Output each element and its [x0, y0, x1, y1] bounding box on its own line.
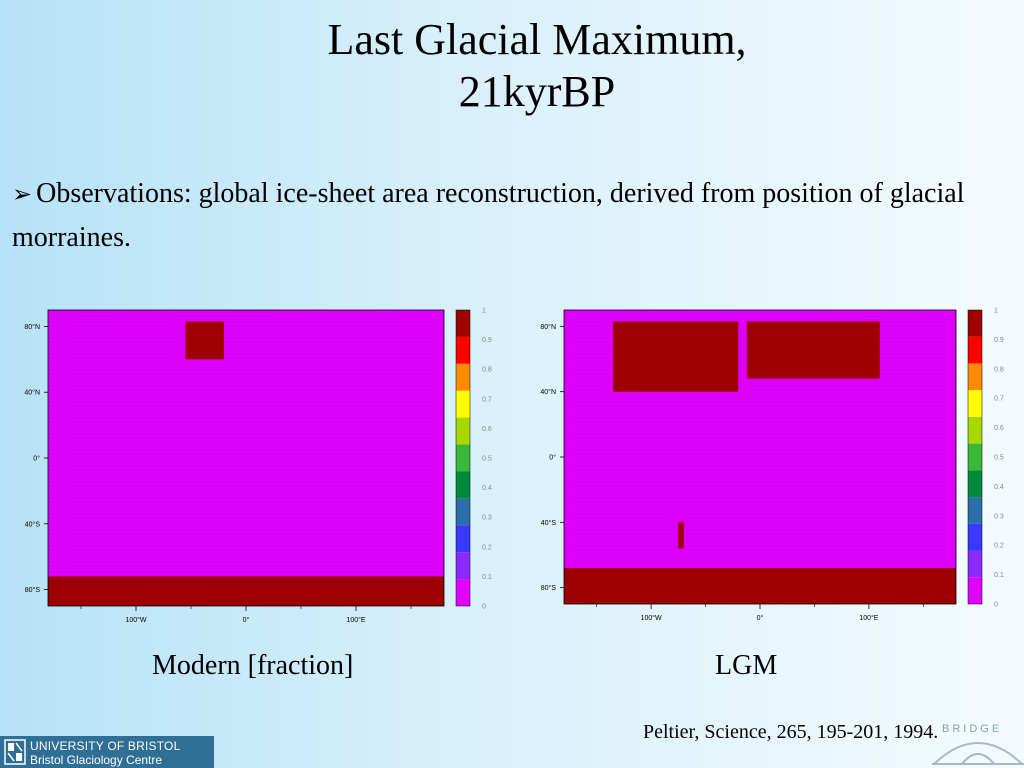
colorbar-segment [456, 363, 470, 391]
lgm-ice-fraction-map: 80°N 40°N 0° 40°S 80°S 100°W 0° 100°E 1 0.9 0.8 0.7… [540, 308, 1004, 623]
x-tick-label: 0° [757, 614, 764, 622]
arrow-bullet-icon: ➢ [12, 180, 33, 208]
ice-region-0 [48, 576, 444, 606]
colorbar-segment [456, 498, 470, 526]
colorbar-tick-label: 1 [482, 308, 486, 315]
colorbar-segment [968, 310, 982, 337]
map-background-field [48, 310, 444, 606]
colorbar-segment [968, 523, 982, 551]
x-tick-label: 100°E [859, 614, 878, 622]
x-tick-label: 100°W [125, 616, 146, 624]
y-tick-label: 0° [33, 455, 40, 463]
university-logo: UNIVERSITY OF BRISTOL Bristol Glaciology… [0, 736, 214, 768]
university-crest-icon [4, 739, 26, 765]
title-line-1: Last Glacial Maximum, [327, 15, 747, 64]
colorbar-tick-label: 0.7 [482, 396, 492, 403]
y-tick-label: 40°S [25, 520, 41, 528]
bridge-logo: BRIDGE [932, 723, 1024, 765]
colorbar-segment [968, 363, 982, 391]
colorbar-tick-label: 0.3 [482, 515, 492, 522]
colorbar-segment [968, 443, 982, 471]
title-line-2: 21kyrBP [458, 67, 616, 116]
colorbar-tick-label: 0.1 [994, 572, 1004, 579]
logo-centre-name: Bristol Glaciology Centre [30, 753, 163, 767]
colorbar-segment [456, 336, 470, 364]
slide-title: Last Glacial Maximum, 21kyrBP [0, 14, 1024, 118]
y-tick-label: 40°S [541, 519, 557, 527]
colorbar-frame [455, 309, 471, 607]
y-tick-label: 80°S [25, 586, 41, 594]
colorbar-segment [456, 552, 470, 580]
colorbar-segment [968, 390, 982, 417]
colorbar-segment [968, 497, 982, 524]
y-tick-label: 80°S [541, 584, 557, 592]
ice-region-1 [613, 321, 739, 392]
colorbar-tick-label: 0.3 [994, 513, 1004, 520]
y-tick-label: 80°N [540, 323, 556, 331]
colorbar-tick-label: 1 [994, 308, 998, 315]
colorbar-tick-label: 0 [482, 604, 486, 611]
ice-region-2 [746, 321, 880, 379]
colorbar-segment [456, 310, 470, 337]
colorbar-tick-label: 0.4 [994, 484, 1004, 491]
x-tick-label: 0° [243, 616, 250, 624]
ice-region-1 [185, 321, 224, 360]
x-tick-label: 100°E [346, 616, 365, 624]
colorbar-tick-label: 0.6 [482, 426, 492, 433]
y-tick-label: 40°N [540, 388, 556, 396]
colorbar-segment [456, 444, 470, 472]
colorbar-tick-label: 0.1 [482, 574, 492, 581]
colorbar-tick-label: 0.2 [482, 544, 492, 551]
colorbar-segment [456, 525, 470, 553]
colorbar-segment [456, 471, 470, 499]
ice-region-0 [564, 568, 956, 604]
bullet-text: Observations: global ice-sheet area reco… [12, 178, 965, 253]
colorbar-segment [456, 417, 470, 445]
modern-caption: Modern [fraction] [152, 650, 354, 681]
colorbar-segment [968, 416, 982, 444]
modern-ice-fraction-map: 80°N 40°N 0° 40°S 80°S 100°W 0° 100°E 1 0.9 0.8 0.7… [24, 308, 492, 625]
ice-region-3 [678, 522, 684, 549]
colorbar-tick-label: 0.5 [994, 455, 1004, 462]
colorbar-segment [968, 336, 982, 364]
bullet-point: ➢ Observations: global ice-sheet area rec… [12, 172, 1002, 259]
x-tick-label: 100°W [641, 614, 662, 622]
colorbar-segment [968, 470, 982, 498]
colorbar-tick-label: 0.9 [482, 337, 492, 344]
y-tick-label: 80°N [24, 323, 40, 331]
colorbar-tick-label: 0.4 [482, 485, 492, 492]
colorbar-tick-label: 0.5 [482, 456, 492, 463]
logo-university-name: UNIVERSITY OF BRISTOL [30, 739, 181, 753]
colorbar-segment [968, 577, 982, 604]
lgm-caption: LGM [715, 650, 778, 681]
citation: Peltier, Science, 265, 195-201, 1994. [643, 721, 939, 743]
colorbar-tick-label: 0.2 [994, 543, 1004, 550]
colorbar-segment [456, 579, 470, 606]
grid-row-lines [564, 312, 956, 602]
colorbar-tick-label: 0 [994, 602, 998, 609]
grid-row-lines [48, 312, 444, 605]
y-tick-label: 0° [549, 454, 556, 462]
colorbar-segment [456, 390, 470, 418]
colorbar-tick-label: 0.7 [994, 396, 1004, 403]
y-tick-label: 40°N [24, 389, 40, 397]
colorbar-frame [967, 309, 983, 605]
colorbar-tick-label: 0.8 [994, 366, 1004, 373]
bridge-logo-text: BRIDGE [942, 723, 1002, 735]
colorbar-tick-label: 0.8 [482, 367, 492, 374]
colorbar-tick-label: 0.6 [994, 425, 1004, 432]
colorbar-tick-label: 0.9 [994, 337, 1004, 344]
colorbar-segment [968, 550, 982, 578]
